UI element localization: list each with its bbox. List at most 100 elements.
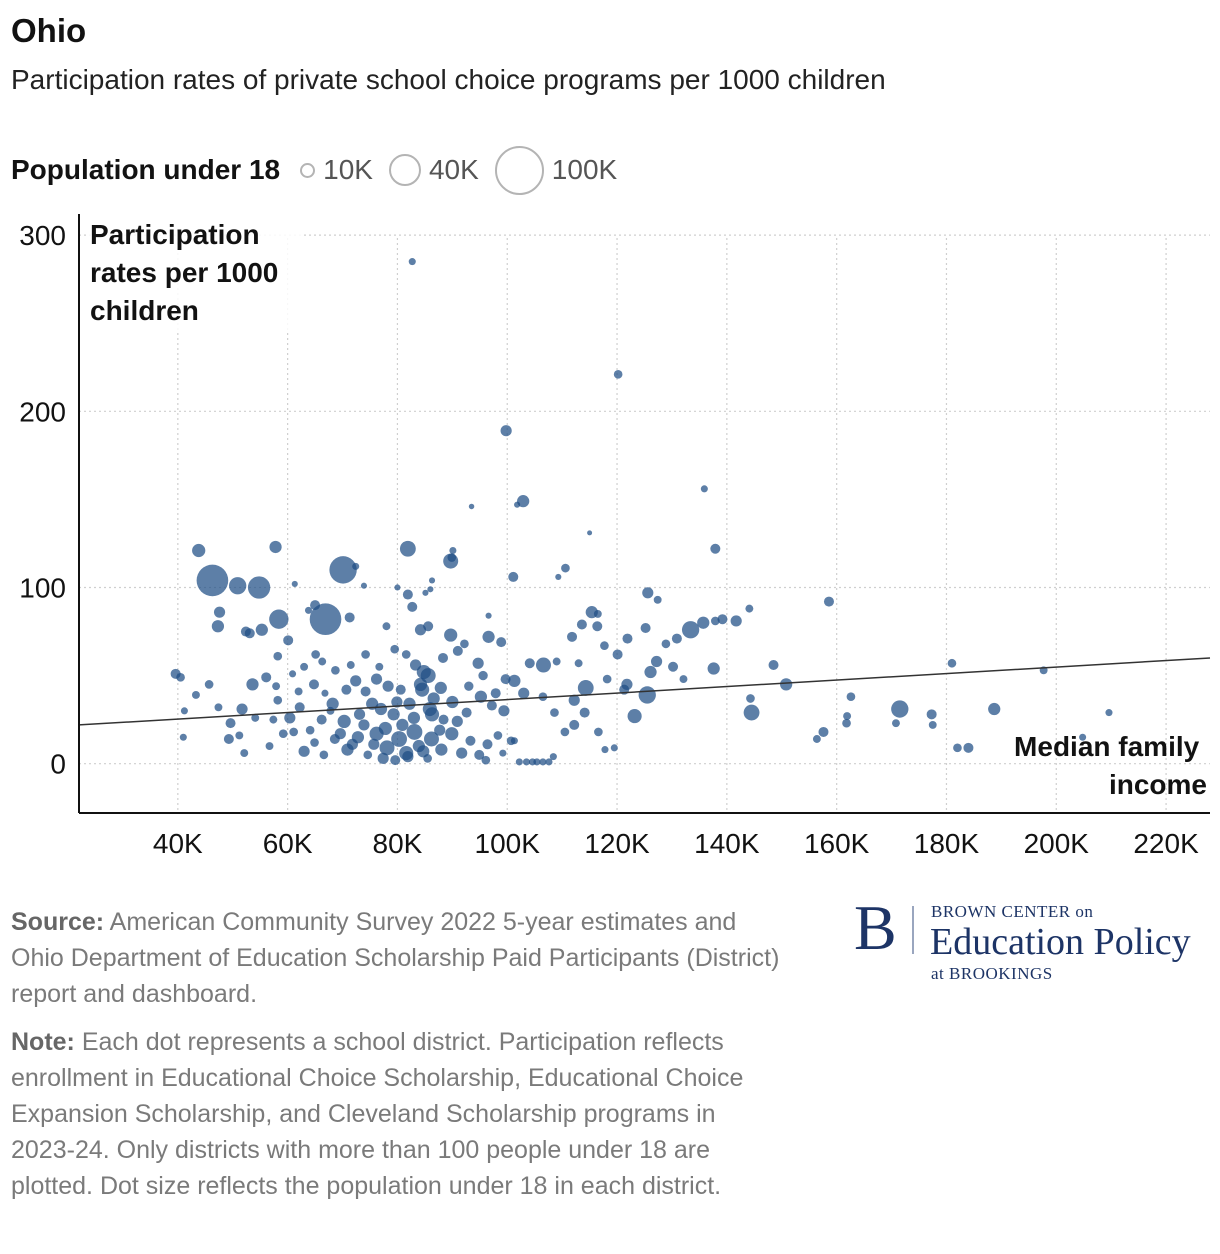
source-label: Source: <box>11 908 105 936</box>
data-point <box>474 749 485 760</box>
data-point <box>514 501 521 508</box>
data-point <box>408 258 416 266</box>
data-point <box>401 650 411 659</box>
logo-divider <box>912 906 914 954</box>
data-point <box>710 616 720 626</box>
chart-subtitle: Participation rates of private school ch… <box>11 64 886 95</box>
data-point <box>460 639 469 649</box>
data-point <box>329 556 357 584</box>
data-point <box>1105 709 1113 717</box>
data-point <box>746 694 755 703</box>
data-point <box>710 543 721 554</box>
x-axis-title: Median family income <box>1014 731 1207 800</box>
data-point <box>213 606 226 618</box>
data-point <box>445 727 459 741</box>
x-tick-label: 100K <box>475 828 541 859</box>
data-point <box>407 711 421 724</box>
data-point <box>818 726 829 737</box>
data-point <box>549 753 557 761</box>
data-point <box>518 687 530 699</box>
data-point <box>412 739 425 753</box>
note-label: Note: <box>11 1028 75 1056</box>
data-point <box>368 738 380 750</box>
x-tick-label: 40K <box>153 828 203 859</box>
data-point <box>700 485 708 493</box>
data-point <box>278 729 288 739</box>
legend-circle-icon <box>388 154 421 186</box>
data-point <box>638 686 656 704</box>
data-point <box>447 553 457 562</box>
data-point <box>438 652 449 663</box>
data-point <box>225 718 236 729</box>
data-point <box>550 708 559 717</box>
data-point <box>427 692 440 705</box>
data-point <box>928 720 937 729</box>
data-point <box>387 708 400 721</box>
data-point <box>622 633 633 644</box>
data-point <box>272 682 281 691</box>
data-point <box>261 672 272 683</box>
data-point <box>610 744 618 752</box>
data-point <box>640 623 651 634</box>
x-tick-label: 120K <box>584 828 650 859</box>
data-point <box>382 680 394 692</box>
data-point <box>331 665 340 675</box>
data-point <box>449 546 457 555</box>
data-point <box>310 600 321 611</box>
data-point <box>309 603 342 636</box>
data-point <box>326 697 339 710</box>
source-note: Source: American Community Survey 2022 5… <box>11 904 791 1012</box>
data-point <box>500 425 512 437</box>
data-point <box>947 658 957 668</box>
data-point <box>768 660 779 671</box>
data-point <box>382 622 391 631</box>
data-point <box>413 677 428 692</box>
x-tick-label: 60K <box>263 828 313 859</box>
axes <box>78 214 1210 814</box>
data-point <box>508 571 519 582</box>
legend-item-40k: 40K <box>388 154 479 186</box>
data-point <box>743 704 760 721</box>
data-point <box>289 727 299 737</box>
data-point <box>482 739 493 750</box>
data-point <box>679 675 688 684</box>
y-tick-label: 200 <box>19 396 66 427</box>
y-tick-label: 100 <box>19 572 66 603</box>
data-point <box>251 713 260 722</box>
data-point <box>399 540 416 557</box>
x-tick-label: 220K <box>1133 828 1199 859</box>
data-point <box>180 707 188 715</box>
data-point <box>395 684 406 695</box>
data-point <box>490 688 501 699</box>
data-point <box>289 670 297 678</box>
data-point <box>311 650 320 659</box>
data-point <box>273 695 283 705</box>
x-tick-label: 160K <box>804 828 870 859</box>
data-point <box>291 580 298 588</box>
y-title-backdrop <box>86 212 304 332</box>
data-point <box>269 609 289 629</box>
data-point <box>390 644 400 654</box>
data-point <box>1079 733 1087 741</box>
size-legend: Population under 18 10K 40K 100K <box>11 142 633 198</box>
data-point <box>409 659 422 671</box>
data-point <box>482 630 495 643</box>
logo-line-3: at BROOKINGS <box>931 964 1053 983</box>
data-point <box>843 712 852 721</box>
data-point <box>446 695 459 709</box>
data-point <box>346 738 359 750</box>
data-point <box>236 703 248 715</box>
data-point <box>374 702 388 716</box>
data-point <box>298 745 310 757</box>
data-point <box>308 679 319 690</box>
data-point <box>602 674 612 684</box>
data-point <box>318 657 327 666</box>
data-point <box>717 614 728 625</box>
data-point <box>427 586 434 593</box>
data-point <box>361 650 370 659</box>
logo-line-2: Education Policy <box>930 921 1191 963</box>
data-point <box>612 649 623 660</box>
x-tick-label: 140K <box>694 828 760 859</box>
data-point <box>422 701 437 717</box>
data-point <box>294 687 303 696</box>
